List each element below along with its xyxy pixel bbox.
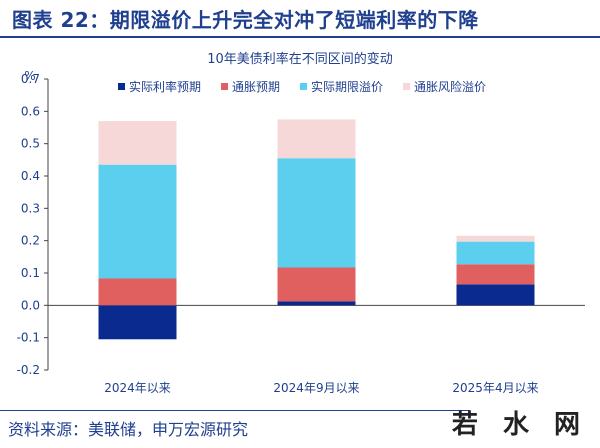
y-tick-label: 0.3 [21, 201, 40, 215]
bar-segment [456, 264, 535, 285]
y-tick-label: 0.4 [21, 169, 40, 183]
bar-segment [277, 267, 356, 302]
legend-swatch [221, 83, 229, 90]
bar-segment [277, 119, 356, 159]
y-axis-label: % [24, 69, 35, 83]
y-tick-label: 0.6 [21, 104, 40, 118]
bar-segment [98, 121, 177, 165]
y-tick-label: -0.1 [17, 331, 40, 345]
bar-segment [98, 278, 177, 306]
x-axis-labels: 2024年以来 2024年9月以来 2025年4月以来 [104, 381, 538, 395]
legend-label: 通胀风险溢价 [414, 79, 486, 94]
bars-group [98, 119, 535, 340]
x-tick-label: 2024年9月以来 [273, 381, 359, 395]
bar-segment [456, 235, 535, 242]
source-note: 资料来源：美联储，申万宏源研究 [8, 420, 249, 439]
chart-title: 10年美债利率在不同区间的变动 [207, 51, 393, 67]
source-divider [0, 410, 470, 411]
stacked-bar-chart: 10年美债利率在不同区间的变动 % -0.2 -0.1 0.0 0.1 0.2 0.3 0.… [17, 51, 585, 395]
y-tick-label: 0.1 [21, 266, 40, 280]
legend-label: 通胀预期 [232, 80, 280, 94]
watermark: 若 水 网 [451, 410, 588, 440]
y-tick-label: -0.2 [17, 363, 40, 377]
x-tick-label: 2024年以来 [104, 381, 171, 395]
y-tick-label: 0.2 [21, 234, 40, 248]
y-tick-label: 0.0 [21, 298, 40, 312]
legend: 实际利率预期 通胀预期 实际期限溢价 通胀风险溢价 [118, 79, 486, 94]
bar-segment [277, 301, 356, 306]
legend-swatch [403, 83, 411, 90]
legend-label: 实际期限溢价 [311, 79, 383, 94]
figure-title: 图表 22：期限溢价上升完全对冲了短端利率的下降 [12, 8, 479, 32]
y-tick-label: 0.7 [21, 72, 40, 86]
legend-swatch [118, 83, 125, 90]
legend-swatch [300, 83, 308, 90]
bar-segment [277, 158, 356, 268]
bar-segment [98, 164, 177, 279]
bar-segment [98, 305, 177, 340]
bar-segment [456, 284, 535, 306]
bar-segment [456, 241, 535, 265]
legend-label: 实际利率预期 [129, 79, 201, 94]
title-divider [0, 36, 600, 38]
y-tick-label: 0.5 [21, 137, 40, 151]
x-tick-label: 2025年4月以来 [452, 381, 538, 395]
